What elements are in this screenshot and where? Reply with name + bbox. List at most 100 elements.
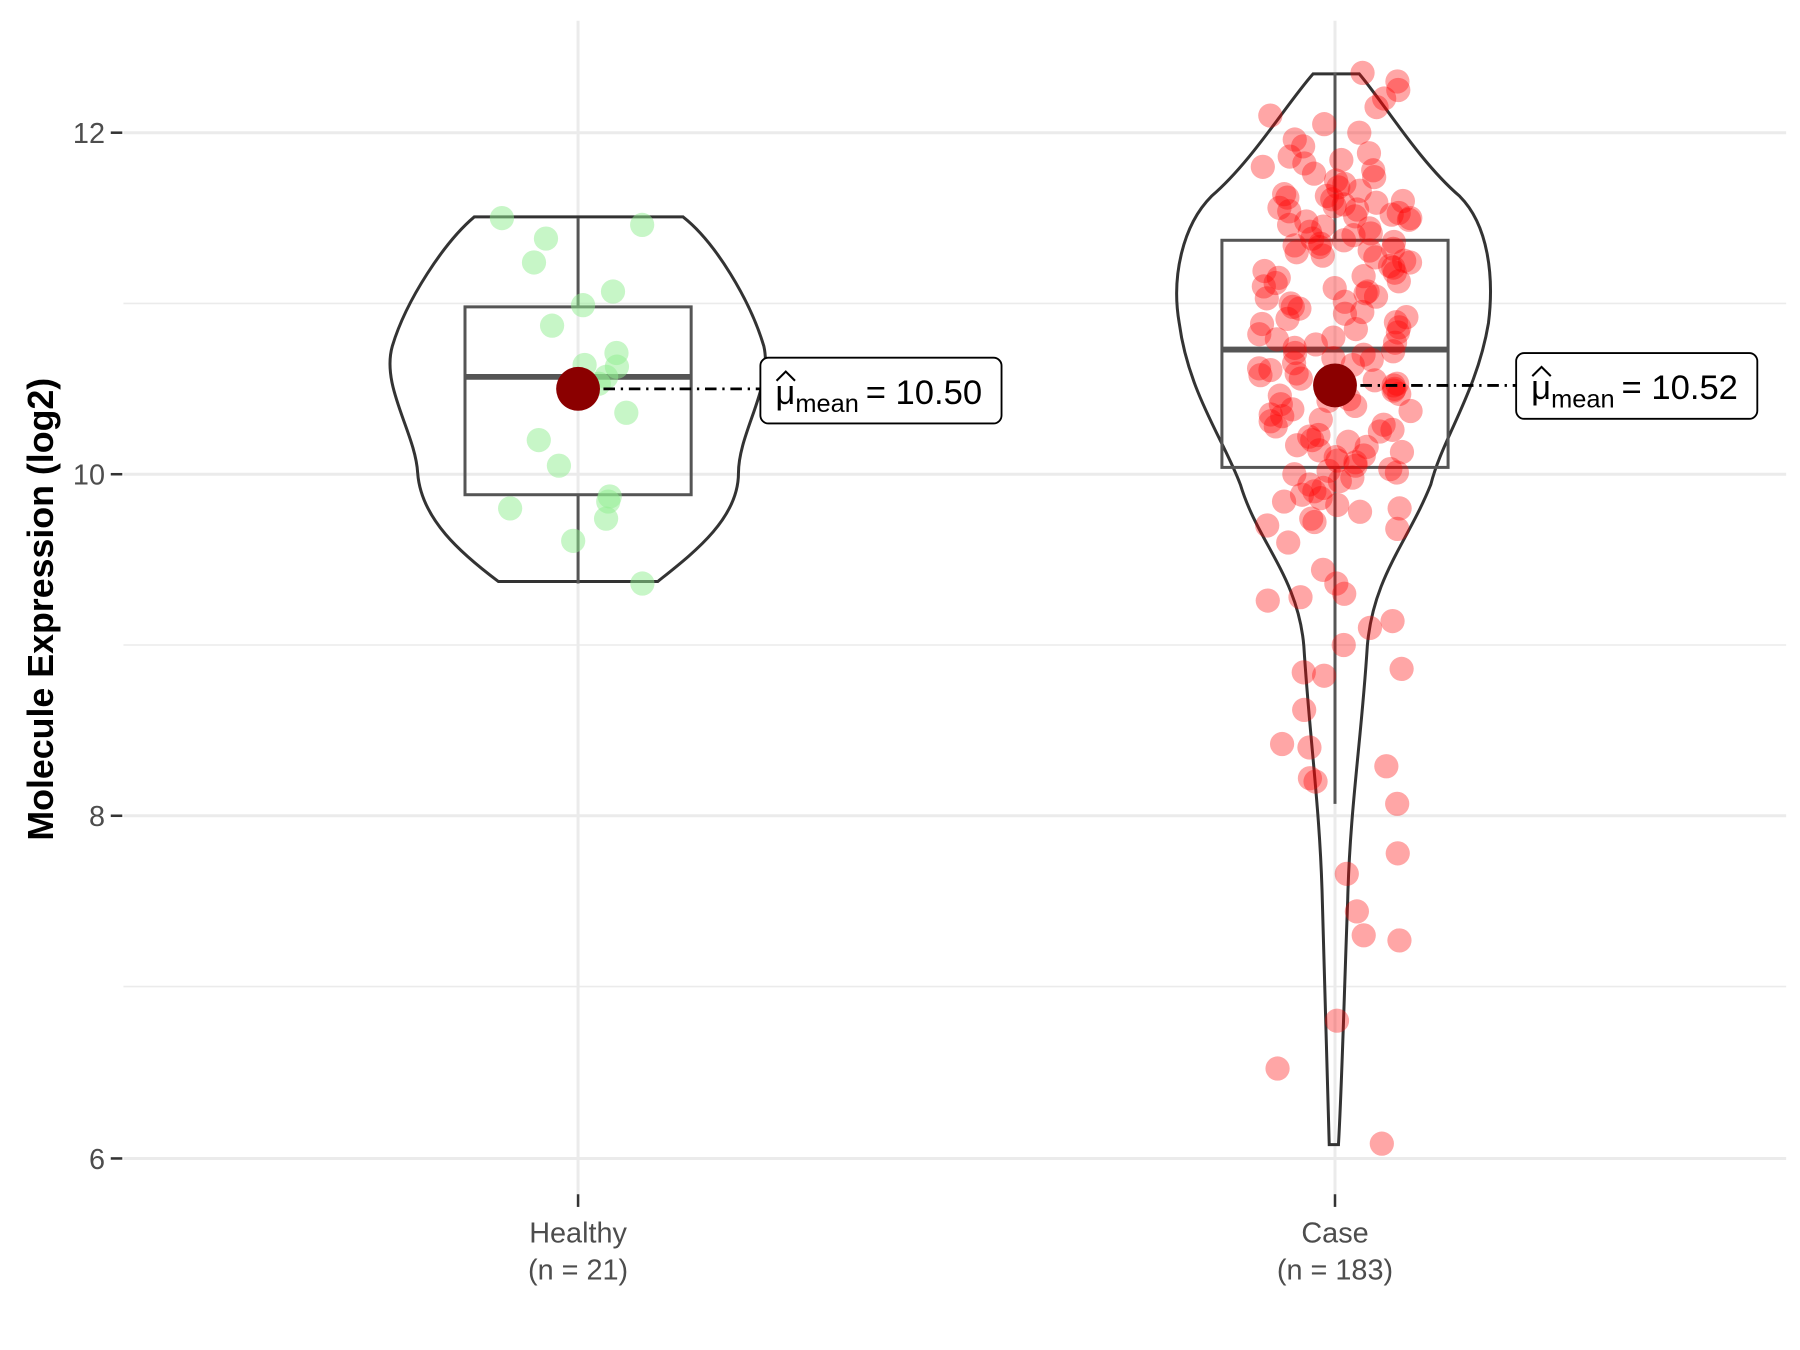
data-point-case <box>1387 928 1412 953</box>
data-point-case <box>1331 632 1356 658</box>
data-point-case <box>1316 458 1341 483</box>
data-point-case <box>1357 216 1382 241</box>
data-point-case <box>1383 310 1409 335</box>
data-point-case <box>1384 460 1410 485</box>
x-tick-label-case: Case <box>1301 1218 1368 1250</box>
mean-subscript: mean <box>795 390 858 418</box>
data-point-healthy <box>630 571 655 596</box>
data-point-case <box>1308 231 1333 256</box>
data-point-case <box>1331 228 1357 253</box>
data-point-case <box>1324 571 1349 596</box>
data-point-case <box>1356 141 1382 166</box>
data-point-case <box>1297 219 1322 244</box>
data-point-healthy <box>614 400 639 425</box>
data-point-case <box>1363 284 1389 309</box>
data-point-case <box>1353 281 1378 306</box>
data-point-case <box>1291 660 1316 685</box>
data-point-case <box>1380 608 1405 634</box>
data-point-case <box>1251 274 1276 299</box>
data-point-case <box>1363 245 1388 270</box>
data-point-case <box>1327 468 1352 494</box>
data-point-case <box>1332 171 1357 197</box>
data-point-case <box>1382 330 1408 355</box>
data-point-case <box>1308 407 1333 432</box>
data-point-case <box>1323 445 1348 470</box>
data-point-case <box>1394 305 1419 330</box>
data-point-case <box>1247 322 1272 347</box>
data-point-case <box>1275 185 1300 210</box>
mean-hat-icon <box>775 370 796 382</box>
data-point-healthy <box>546 453 572 478</box>
data-point-healthy <box>630 212 655 238</box>
data-point-case <box>1249 311 1275 337</box>
x-axis: Healthy (n = 21) Case (n = 183) <box>528 1194 1393 1287</box>
data-point-case <box>1282 335 1307 360</box>
data-point-case <box>1334 861 1359 886</box>
data-point-case <box>1255 513 1280 538</box>
y-tick-label: 10 <box>73 460 105 492</box>
data-point-case <box>1362 368 1387 393</box>
data-point-case <box>1381 229 1407 255</box>
data-point-case <box>1340 465 1365 490</box>
data-point-case <box>1385 841 1410 866</box>
data-point-case <box>1270 404 1295 429</box>
data-point-case <box>1282 127 1307 152</box>
data-point-case <box>1292 151 1317 176</box>
data-point-case <box>1311 475 1336 501</box>
data-point-case <box>1341 223 1366 248</box>
data-point-case <box>1307 234 1332 260</box>
data-point-case <box>1289 482 1315 507</box>
data-point-case <box>1325 492 1350 518</box>
data-point-case <box>1387 315 1412 340</box>
data-point-case <box>1311 214 1336 239</box>
data-point-case <box>1385 791 1410 816</box>
data-point-case <box>1264 327 1289 352</box>
mean-label-box <box>759 356 1003 425</box>
data-point-case <box>1255 588 1280 613</box>
data-point-case <box>1367 419 1393 444</box>
data-point-case <box>1390 188 1416 214</box>
mean-label-healthy: μmean = 10.50 <box>759 356 1003 425</box>
data-point-case <box>1343 453 1368 478</box>
data-point-case <box>1344 899 1370 924</box>
y-tick-label: 6 <box>89 1144 105 1176</box>
x-tick-n-healthy: (n = 21) <box>528 1255 628 1287</box>
data-point-case <box>1397 250 1423 275</box>
data-point-case <box>1280 397 1305 422</box>
data-point-case <box>1258 103 1283 128</box>
data-point-case <box>1392 248 1417 273</box>
data-point-case <box>1387 381 1412 407</box>
data-point-case <box>1385 69 1410 94</box>
x-tick-label-healthy: Healthy <box>529 1218 627 1250</box>
data-point-case <box>1347 178 1372 203</box>
data-point-healthy <box>521 250 547 275</box>
data-point-case <box>1258 357 1283 383</box>
data-point-case <box>1364 190 1389 215</box>
data-point-case <box>1358 221 1383 246</box>
data-point-case <box>1398 398 1423 424</box>
data-point-case <box>1269 731 1295 757</box>
data-point-healthy <box>539 313 565 338</box>
data-point-case <box>1311 663 1337 688</box>
box-iqr <box>1220 238 1450 469</box>
data-point-case <box>1343 450 1368 475</box>
data-point-case <box>1364 94 1389 120</box>
data-point-case <box>1297 766 1323 791</box>
data-point-case <box>1322 275 1347 301</box>
data-point-case <box>1351 342 1376 367</box>
data-point-case <box>1303 769 1328 794</box>
data-point-case <box>1387 496 1412 521</box>
data-point-case <box>1351 443 1376 468</box>
data-point-case <box>1272 182 1297 207</box>
data-point-case <box>1284 240 1309 265</box>
violin-case <box>1175 72 1492 1147</box>
data-point-case <box>1288 366 1313 391</box>
mean-point-case <box>1313 363 1357 408</box>
y-axis-title: Molecule Expression (log2) <box>21 378 61 841</box>
data-point-case <box>1300 226 1325 251</box>
data-point-healthy <box>593 506 619 531</box>
data-point-case <box>1389 656 1414 682</box>
data-point-case <box>1354 434 1379 460</box>
data-point-case <box>1302 509 1327 535</box>
data-point-case <box>1294 209 1319 234</box>
